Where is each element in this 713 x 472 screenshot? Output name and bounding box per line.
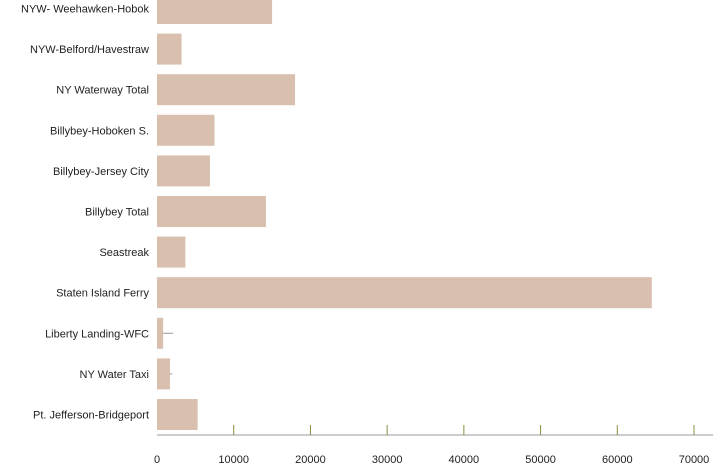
- category-label: Staten Island Ferry: [56, 288, 149, 300]
- category-label: Billybey Total: [85, 207, 149, 219]
- category-label: Billybey-Jersey City: [53, 166, 149, 178]
- x-tick-label: 70000: [679, 454, 710, 466]
- bars-group: [157, 0, 652, 430]
- x-tick-label: 50000: [525, 454, 556, 466]
- x-ticks-group: [233, 425, 695, 435]
- x-tick-label: 20000: [295, 454, 326, 466]
- bar: [157, 196, 266, 227]
- x-tick-label: 10000: [218, 454, 249, 466]
- x-tick-label: 0: [154, 454, 160, 466]
- x-tick-label: 30000: [372, 454, 403, 466]
- bar: [157, 317, 164, 349]
- category-label: Billybey-Hoboken S.: [50, 125, 149, 137]
- category-label: NYW-Belford/Havestraw: [30, 44, 149, 56]
- x-tick-label: 60000: [602, 454, 633, 466]
- bar: [157, 33, 182, 65]
- category-labels-group: NYW- Weehawken-Hobok NYW-Belford/Havestra…: [21, 4, 149, 422]
- bar: [157, 358, 171, 390]
- category-label: Pt. Jefferson-Bridgeport: [33, 410, 149, 422]
- bar: [157, 236, 186, 268]
- category-label: Liberty Landing-WFC: [45, 328, 149, 340]
- bar: [157, 399, 198, 430]
- category-label: NY Water Taxi: [80, 369, 150, 381]
- bar: [157, 74, 296, 106]
- bar: [157, 277, 652, 309]
- bar: [157, 0, 273, 24]
- category-label: NY Waterway Total: [56, 85, 149, 97]
- x-tick-label: 40000: [449, 454, 480, 466]
- x-tick-labels-group: 0 10000 20000 30000 40000 50000 60000 70000: [154, 454, 709, 466]
- error-bars-group: [163, 332, 174, 375]
- category-label: Seastreak: [99, 247, 149, 259]
- bar: [157, 155, 210, 187]
- bar: [157, 114, 215, 146]
- category-label: NYW- Weehawken-Hobok: [21, 4, 149, 16]
